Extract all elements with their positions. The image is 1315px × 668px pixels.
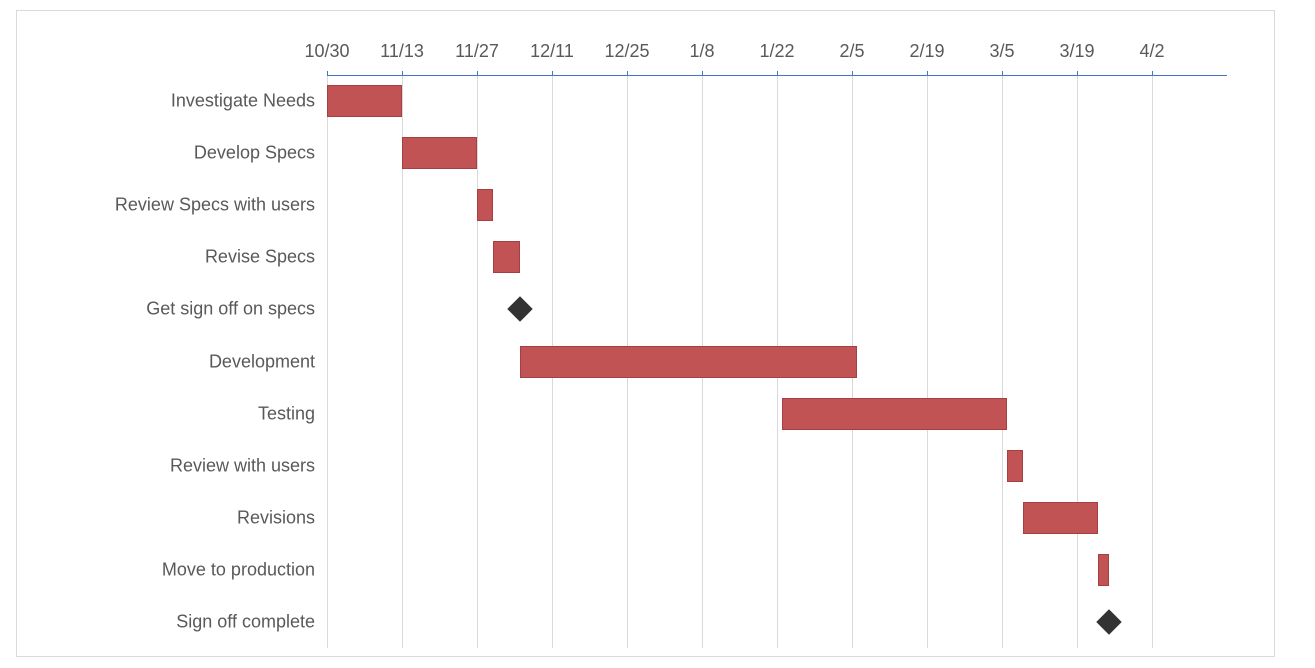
x-tick-label: 12/11	[530, 41, 574, 62]
task-label: Investigate Needs	[171, 91, 315, 112]
task-bar	[1007, 450, 1023, 482]
x-tick-label: 11/27	[455, 41, 499, 62]
x-tick-label: 12/25	[604, 41, 649, 62]
x-tick-label: 1/22	[759, 41, 794, 62]
task-label: Revise Specs	[205, 247, 315, 268]
gridline	[1077, 75, 1078, 648]
task-label: Review Specs with users	[115, 195, 315, 216]
gridline	[327, 75, 328, 648]
x-tick-label: 3/19	[1059, 41, 1094, 62]
axis-tick	[1152, 71, 1153, 76]
task-label: Develop Specs	[194, 143, 315, 164]
task-bar	[477, 189, 493, 221]
x-tick-label: 10/30	[304, 41, 349, 62]
gridline	[927, 75, 928, 648]
milestone-marker	[507, 297, 532, 322]
x-tick-label: 3/5	[989, 41, 1014, 62]
axis-tick	[777, 71, 778, 76]
axis-tick	[702, 71, 703, 76]
task-label: Sign off complete	[176, 611, 315, 632]
axis-tick	[327, 71, 328, 76]
gridline	[1002, 75, 1003, 648]
task-label: Get sign off on specs	[146, 299, 315, 320]
x-tick-label: 1/8	[689, 41, 714, 62]
axis-tick	[402, 71, 403, 76]
axis-tick	[927, 71, 928, 76]
task-bar	[1098, 554, 1109, 586]
plot-area: Investigate NeedsDevelop SpecsReview Spe…	[327, 75, 1227, 648]
axis-tick	[627, 71, 628, 76]
task-label: Testing	[258, 403, 315, 424]
task-bar	[493, 241, 520, 273]
axis-tick	[1002, 71, 1003, 76]
task-label: Review with users	[170, 455, 315, 476]
gridline	[477, 75, 478, 648]
x-tick-label: 11/13	[380, 41, 424, 62]
task-bar	[402, 137, 477, 169]
x-tick-label: 4/2	[1139, 41, 1164, 62]
x-tick-label: 2/19	[909, 41, 944, 62]
task-label: Revisions	[237, 507, 315, 528]
task-label: Development	[209, 351, 315, 372]
axis-tick	[852, 71, 853, 76]
x-tick-label: 2/5	[839, 41, 864, 62]
task-bar	[1023, 502, 1098, 534]
task-bar	[520, 346, 858, 378]
milestone-marker	[1096, 609, 1121, 634]
axis-tick	[1077, 71, 1078, 76]
axis-tick	[552, 71, 553, 76]
x-axis-line	[327, 75, 1227, 76]
task-label: Move to production	[162, 559, 315, 580]
task-bar	[327, 85, 402, 117]
gridline	[1152, 75, 1153, 648]
axis-tick	[477, 71, 478, 76]
gantt-chart: 10/30 11/13 11/27 12/11 12/25 1/8 1/22 2/5 2/19 3…	[16, 10, 1275, 657]
task-bar	[782, 398, 1007, 430]
